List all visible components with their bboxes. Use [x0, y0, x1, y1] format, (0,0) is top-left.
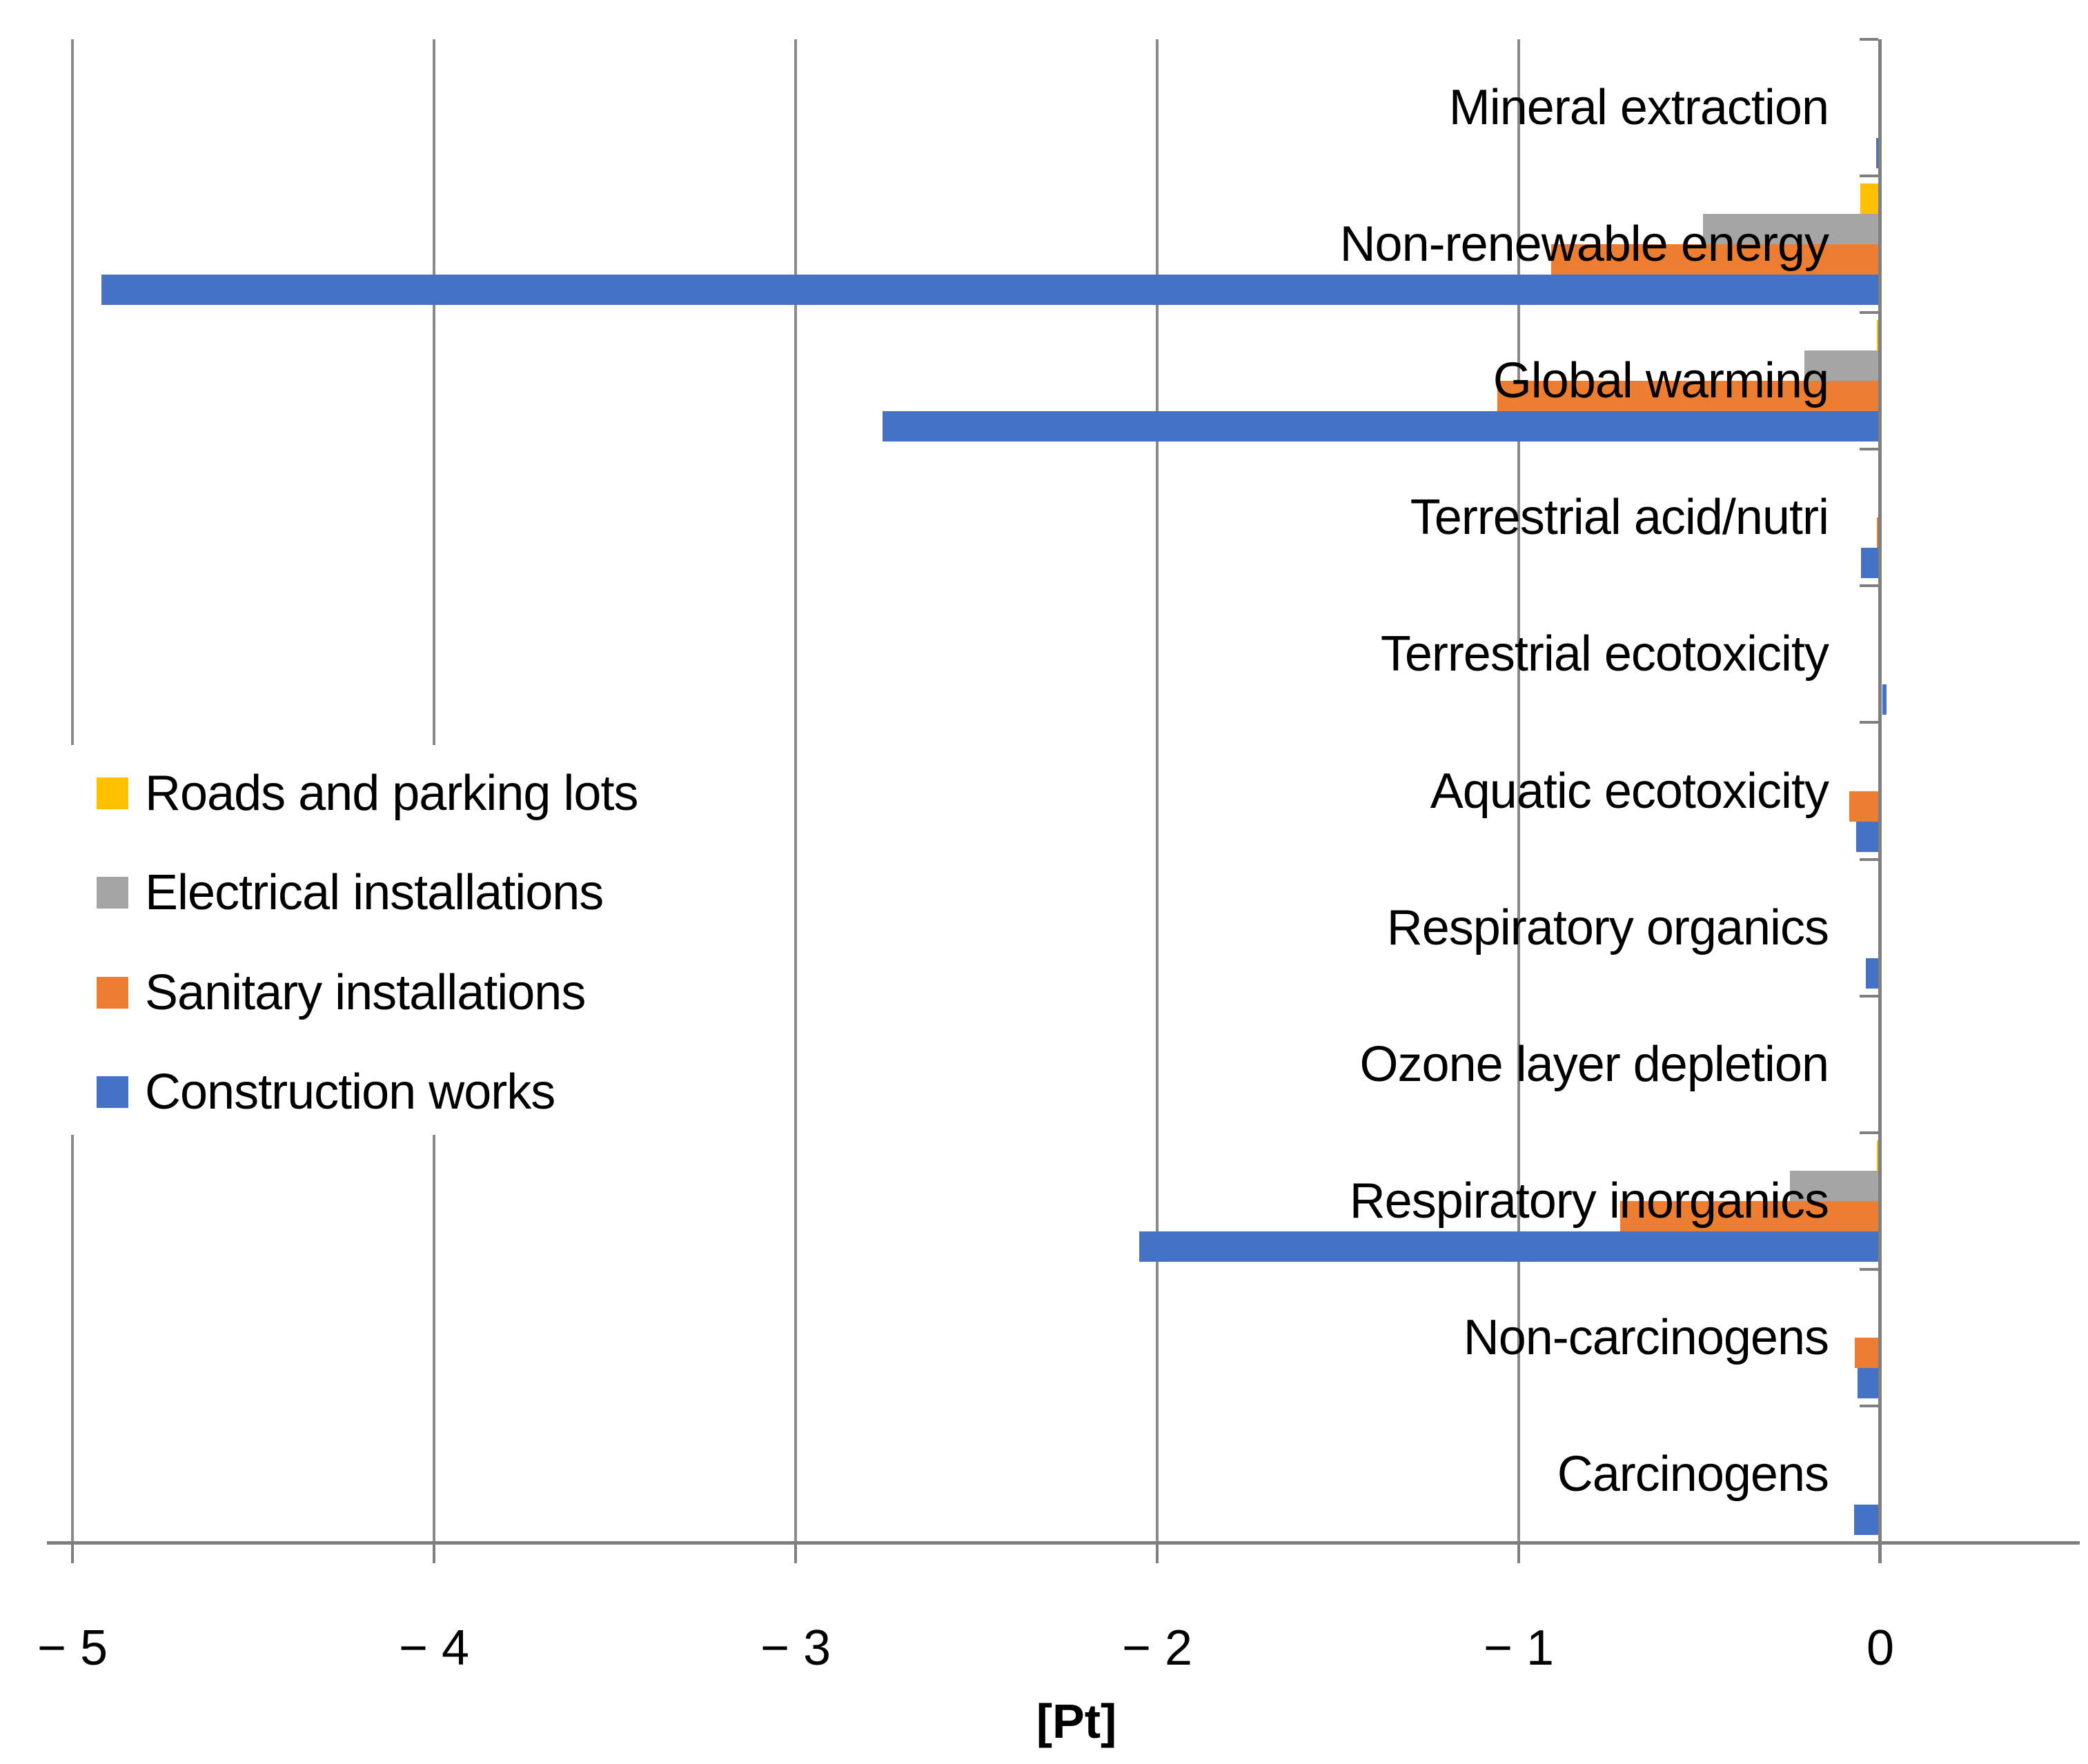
category-axis-tick	[1860, 175, 1878, 177]
category-axis-tick	[1860, 995, 1878, 998]
category-axis-tick	[1860, 1405, 1878, 1407]
category-label: Respiratory inorganics	[1349, 1173, 1829, 1229]
legend-swatch-construction	[97, 1076, 128, 1108]
legend-item-label: Construction works	[145, 1064, 555, 1120]
category-label: Mineral extraction	[1448, 80, 1829, 135]
bar-construction	[1882, 684, 1887, 715]
bar-electrical	[1703, 214, 1880, 244]
category-axis-tick	[1860, 584, 1878, 587]
bar-sanitary	[1620, 1201, 1880, 1231]
x-axis-tick	[794, 1545, 797, 1563]
category-label: Terrestrial ecotoxicity	[1380, 626, 1829, 682]
bar-construction	[1139, 1231, 1880, 1262]
x-axis-tick	[1517, 1545, 1520, 1563]
gridline	[794, 39, 797, 1543]
x-axis-tick	[433, 1545, 435, 1563]
category-axis-tick	[1860, 1131, 1878, 1134]
x-tick-label: − 3	[760, 1621, 831, 1676]
category-axis-tick	[1860, 1268, 1878, 1271]
bar-construction	[101, 275, 1880, 305]
category-axis-tick	[1860, 311, 1878, 314]
bar-construction	[883, 411, 1880, 442]
x-axis-line	[47, 1541, 2080, 1545]
bar-construction	[1854, 1505, 1880, 1535]
bar-roads	[1860, 184, 1880, 214]
bar-construction	[1858, 1368, 1880, 1398]
legend-swatch-sanitary	[97, 976, 128, 1009]
bar-sanitary	[1849, 791, 1880, 822]
bar-construction	[1861, 548, 1880, 578]
x-tick-label: − 5	[37, 1621, 108, 1676]
category-axis-tick	[1860, 858, 1878, 861]
x-tick-label: 0	[1866, 1621, 1895, 1676]
x-tick-label: − 4	[398, 1621, 470, 1676]
bar-construction	[1856, 822, 1880, 852]
x-axis-tick	[71, 1545, 74, 1563]
category-label: Respiratory organics	[1386, 900, 1829, 955]
category-label: Global warming	[1493, 353, 1829, 408]
bar-sanitary	[1551, 244, 1880, 275]
category-label: Aquatic ecotoxicity	[1430, 764, 1829, 819]
legend: Roads and parking lots Electrical install…	[66, 745, 762, 1135]
legend-item-label: Roads and parking lots	[145, 766, 638, 821]
bar-electrical	[1790, 1171, 1880, 1201]
legend-swatch-roads	[97, 777, 128, 809]
x-axis-tick	[1156, 1545, 1159, 1563]
bar-electrical	[1804, 350, 1880, 381]
x-tick-label: − 2	[1121, 1621, 1193, 1676]
category-label: Non-renewable energy	[1339, 217, 1829, 272]
category-axis-line	[1878, 39, 1882, 1563]
legend-swatch-electrical	[97, 877, 128, 909]
bar-sanitary	[1855, 1338, 1880, 1368]
bar-sanitary	[1497, 381, 1880, 411]
category-label: Carcinogens	[1557, 1447, 1829, 1502]
x-tick-label: − 1	[1483, 1621, 1555, 1676]
legend-item-label: Electrical installations	[145, 865, 604, 921]
x-axis-title: [Pt]	[1036, 1694, 1117, 1748]
bar-construction	[1866, 958, 1880, 989]
category-axis-tick	[1860, 448, 1878, 450]
legend-item-label: Sanitary installations	[145, 964, 586, 1020]
category-axis-tick	[1860, 38, 1878, 41]
gridline	[1517, 39, 1520, 1543]
category-axis-tick	[1860, 721, 1878, 724]
category-label: Ozone layer depletion	[1359, 1037, 1829, 1092]
category-label: Terrestrial acid/nutri	[1410, 490, 1829, 545]
category-label: Non-carcinogens	[1463, 1310, 1829, 1365]
gridline	[1156, 39, 1159, 1543]
